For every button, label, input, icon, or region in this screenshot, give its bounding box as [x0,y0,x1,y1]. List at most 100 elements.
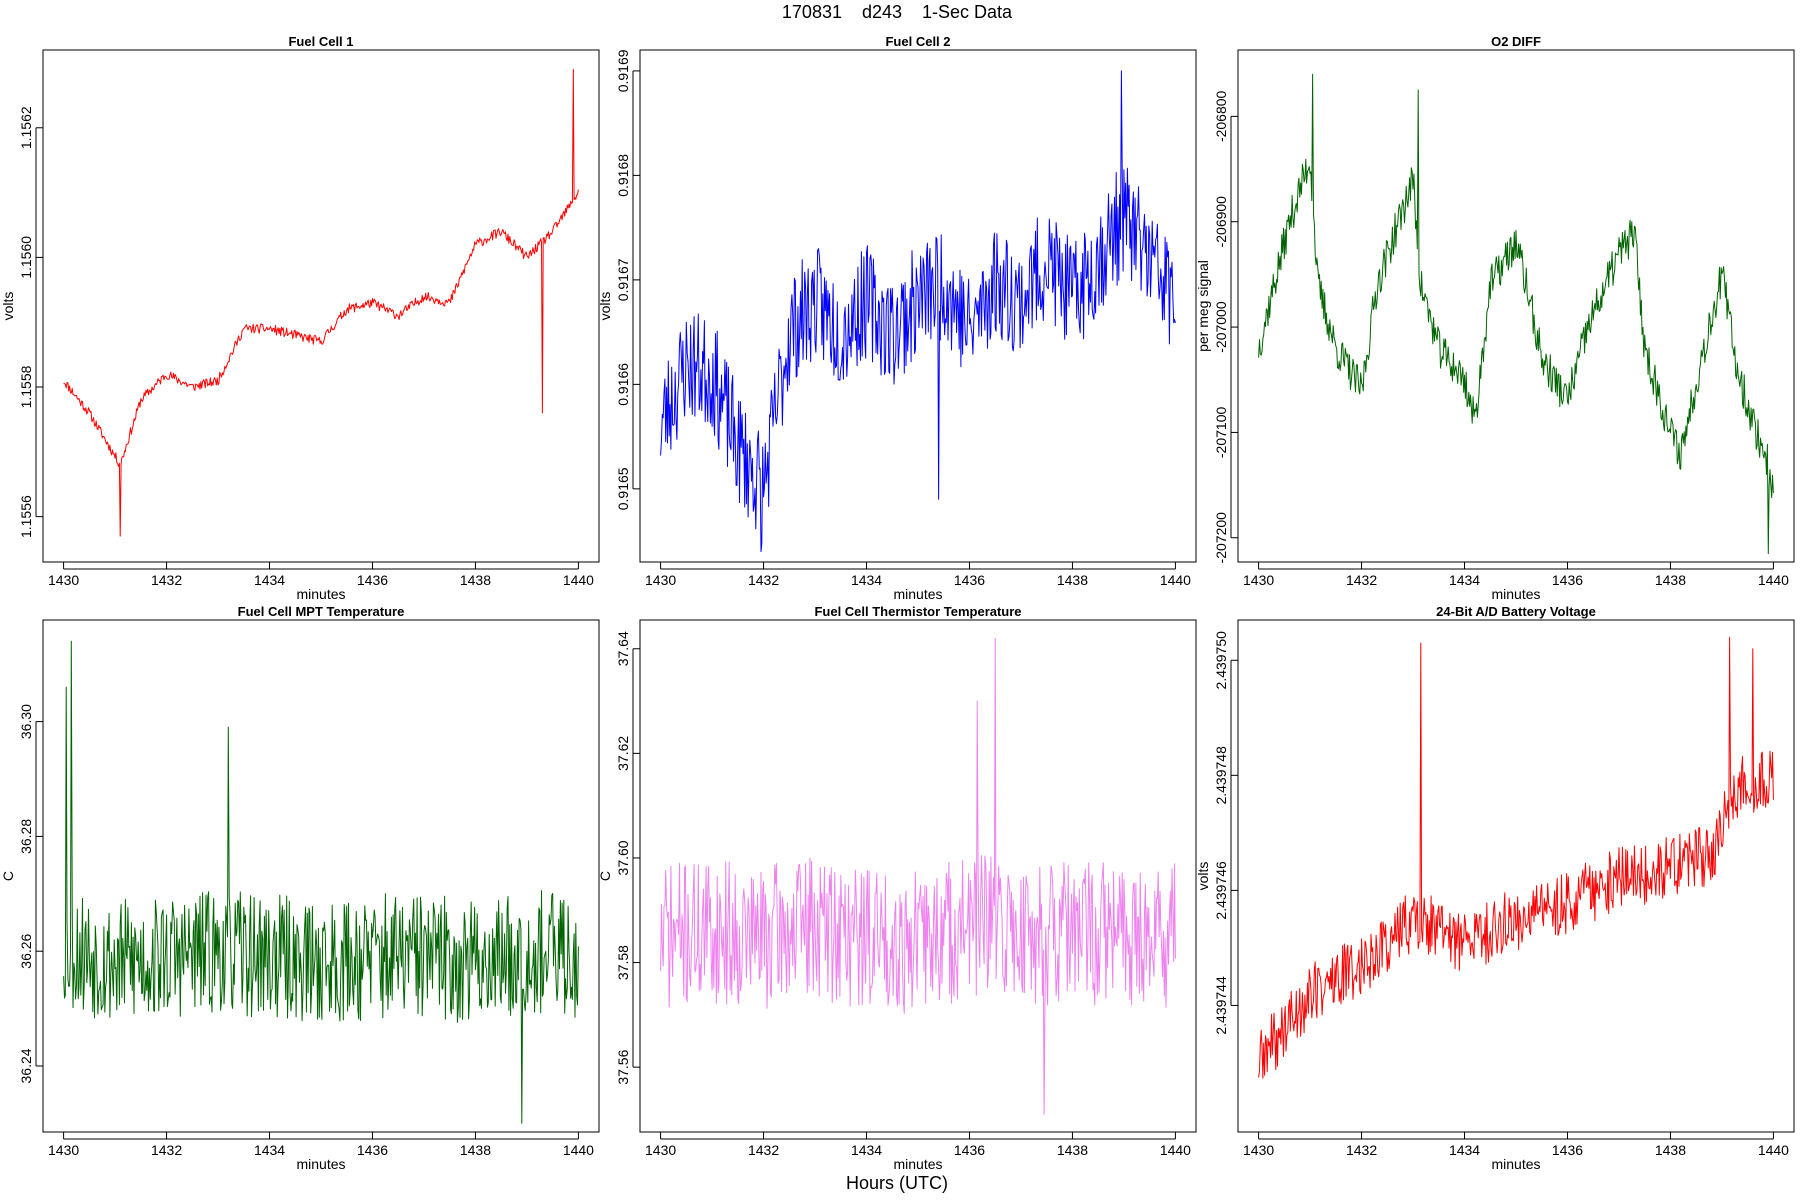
x-tick-label: 1440 [1758,1142,1789,1158]
chart-panel-5: Fuel Cell Thermistor Temperature 1430 1432… [597,604,1197,1172]
series-line-6 [1258,636,1774,1079]
y-tick-label: -207100 [1213,407,1229,459]
x-tick-label: 1434 [1449,572,1480,588]
chart-panel-1: Fuel Cell 1 1430 1432 1434 1436 1438 1440 minut… [0,34,600,602]
x-tick-label: 1434 [254,1142,285,1158]
y-tick-label: -207200 [1213,512,1229,564]
figure-footer-xlabel: Hours (UTC) [846,1173,948,1193]
x-tick-label: 1430 [48,572,79,588]
y-tick-label: 1.1558 [18,365,34,408]
y-tick-label: 2.439748 [1213,746,1229,805]
x-tick-label: 1430 [48,1142,79,1158]
x-axis-label: minutes [893,1156,942,1172]
plot-frame [42,49,600,563]
x-tick-label: 1434 [254,572,285,588]
y-axis-label: volts [1195,862,1211,891]
x-axis-label: minutes [296,1156,345,1172]
y-tick-label: 37.62 [615,736,631,771]
y-tick-label: 0.9167 [615,258,631,301]
x-tick-label: 1430 [645,572,676,588]
x-tick-label: 1432 [748,572,779,588]
y-tick-label: 37.60 [615,840,631,875]
x-tick-label: 1440 [1758,572,1789,588]
x-tick-label: 1438 [1655,1142,1686,1158]
x-tick-label: 1434 [851,1142,882,1158]
series-line-1 [63,68,579,537]
y-tick-label: 0.9165 [615,467,631,510]
x-tick-label: 1440 [1160,1142,1191,1158]
y-tick-label: -206900 [1213,196,1229,248]
y-tick-label: 37.56 [615,1049,631,1084]
x-tick-label: 1434 [851,572,882,588]
y-tick-label: 0.9169 [615,49,631,92]
x-tick-label: 1434 [1449,1142,1480,1158]
x-tick-label: 1438 [460,572,491,588]
y-tick-label: 1.1560 [18,236,34,279]
x-tick-label: 1436 [357,572,388,588]
chart-panels: Fuel Cell 1 1430 1432 1434 1436 1438 1440 minut… [0,34,1795,1172]
x-tick-label: 1430 [1243,1142,1274,1158]
x-tick-label: 1436 [1552,1142,1583,1158]
x-tick-label: 1438 [460,1142,491,1158]
figure-suptitle: 170831 d243 1-Sec Data [782,2,1013,22]
y-tick-label: -207000 [1213,301,1229,353]
x-tick-label: 1440 [1160,572,1191,588]
x-tick-label: 1440 [563,572,594,588]
x-tick-label: 1436 [954,1142,985,1158]
plot-frame [639,49,1197,563]
y-tick-label: -206800 [1213,90,1229,142]
y-tick-label: 1.1562 [18,106,34,149]
y-tick-label: 36.30 [18,704,34,739]
y-tick-label: 37.64 [615,631,631,666]
y-axis-label: C [597,871,613,881]
plot-frame [42,619,600,1133]
y-tick-label: 2.439746 [1213,861,1229,920]
plot-frame [1237,49,1795,563]
chart-panel-4: Fuel Cell MPT Temperature 1430 1432 1434 143… [0,604,600,1172]
x-tick-label: 1430 [1243,572,1274,588]
chart-title: Fuel Cell Thermistor Temperature [814,604,1021,619]
series-line-5 [660,637,1176,1115]
plot-frame [639,619,1197,1133]
x-tick-label: 1432 [151,1142,182,1158]
x-tick-label: 1436 [954,572,985,588]
y-tick-label: 0.9166 [615,363,631,406]
y-tick-label: 0.9168 [615,154,631,197]
y-tick-label: 36.26 [18,933,34,968]
y-tick-label: 1.1556 [18,495,34,538]
chart-panel-2: Fuel Cell 2 1430 1432 1434 1436 1438 1440 minut… [597,34,1197,602]
series-line-3 [1258,73,1774,555]
chart-title: Fuel Cell 1 [288,34,353,49]
y-axis-label: C [0,871,16,881]
chart-panel-6: 24-Bit A/D Battery Voltage 1430 1432 1434 14… [1195,604,1795,1172]
x-tick-label: 1438 [1057,1142,1088,1158]
y-tick-label: 2.439744 [1213,976,1229,1035]
y-tick-label: 37.58 [615,945,631,980]
chart-title: Fuel Cell 2 [885,34,950,49]
chart-title: 24-Bit A/D Battery Voltage [1436,604,1596,619]
x-axis-label: minutes [1491,1156,1540,1172]
series-line-4 [63,640,579,1124]
y-axis-label: volts [597,292,613,321]
y-tick-label: 36.28 [18,819,34,854]
x-tick-label: 1436 [1552,572,1583,588]
x-tick-label: 1436 [357,1142,388,1158]
x-tick-label: 1432 [151,572,182,588]
x-tick-label: 1432 [1346,572,1377,588]
chart-panel-3: O2 DIFF 1430 1432 1434 1436 1438 1440 minutes -2… [1195,34,1795,602]
x-tick-label: 1430 [645,1142,676,1158]
x-axis-label: minutes [296,586,345,602]
x-tick-label: 1432 [1346,1142,1377,1158]
y-tick-label: 36.24 [18,1048,34,1083]
y-axis-label: volts [0,292,16,321]
plot-frame [1237,619,1795,1133]
chart-title: O2 DIFF [1491,34,1541,49]
x-tick-label: 1438 [1655,572,1686,588]
y-axis-label: per meg signal [1195,260,1211,352]
x-axis-label: minutes [1491,586,1540,602]
x-tick-label: 1432 [748,1142,779,1158]
chart-title: Fuel Cell MPT Temperature [238,604,405,619]
series-line-2 [660,70,1176,553]
x-tick-label: 1440 [563,1142,594,1158]
